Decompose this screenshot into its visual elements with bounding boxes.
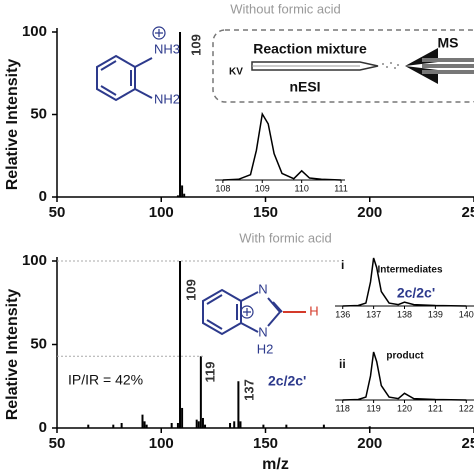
benzimidazole (202, 288, 283, 336)
scheme-label: MS (438, 35, 459, 51)
x-tick-label: 100 (149, 435, 174, 452)
y-tick-label: 50 (30, 335, 47, 352)
inset-label: ii (339, 357, 346, 371)
peak-label: 109 (183, 279, 198, 301)
x-tick-label: 121 (428, 403, 443, 413)
x-tick-label: 110 (294, 183, 308, 193)
profile (222, 111, 342, 181)
y-tick-label: 100 (22, 23, 47, 40)
peak-label: 109 (188, 34, 203, 56)
y-tick-label: 0 (39, 419, 47, 436)
x-tick-label: 139 (428, 309, 443, 319)
x-tick-label: 250 (461, 204, 474, 221)
scheme-label: Reaction mixture (253, 41, 367, 57)
x-tick-label: 140 (459, 309, 474, 319)
x-tick-label: 250 (461, 435, 474, 452)
x-axis-label: m/z (262, 456, 289, 473)
x-tick-label: 150 (253, 204, 278, 221)
profile (342, 351, 467, 401)
x-tick-label: 108 (215, 183, 230, 193)
ms-plates (422, 58, 474, 74)
atom-label: N (258, 324, 267, 339)
x-tick-label: 120 (397, 403, 412, 413)
y-tick-label: 100 (22, 252, 47, 269)
chart-title: Without formic acid (230, 1, 341, 16)
x-tick-label: 200 (357, 435, 382, 452)
x-tick-label: 138 (397, 309, 412, 319)
atom-label: H2 (257, 341, 274, 356)
inset-label: product (386, 351, 424, 362)
inset-label: Intermediates (377, 265, 442, 276)
inset-label: 2c/2c' (397, 285, 435, 301)
peak-label: 119 (202, 362, 217, 383)
benzene (96, 26, 166, 102)
ratio-label: IP/IR = 42% (68, 372, 143, 388)
y-axis-label: Relative Intensity (4, 289, 21, 421)
x-tick-label: 200 (357, 204, 382, 221)
molecule-label: NH2 (154, 91, 180, 106)
molecule-label: NH3 (154, 41, 180, 56)
x-tick-label: 119 (366, 403, 380, 413)
inset-label: i (341, 258, 344, 272)
x-tick-label: 118 (336, 403, 350, 413)
product-label: 2c/2c' (268, 373, 306, 389)
y-axis-label: Relative Intensity (4, 59, 21, 191)
scheme-label: KV (229, 67, 243, 78)
y-tick-label: 50 (30, 105, 47, 122)
x-tick-label: 137 (366, 309, 381, 319)
x-tick-label: 50 (49, 204, 66, 221)
x-tick-label: 122 (459, 403, 474, 413)
peak-label: 137 (241, 379, 256, 401)
chart-title: With formic acid (239, 230, 331, 245)
scheme-box (212, 29, 474, 103)
scheme-label: nESI (289, 79, 320, 95)
x-tick-label: 109 (255, 183, 270, 193)
x-tick-label: 100 (149, 204, 174, 221)
atom-label: H (309, 303, 318, 318)
ms-inlet (405, 48, 438, 84)
x-tick-label: 111 (334, 183, 348, 193)
atom-label: N (258, 281, 267, 296)
x-tick-label: 50 (49, 435, 66, 452)
y-tick-label: 0 (39, 188, 47, 205)
spray (382, 62, 399, 69)
x-tick-label: 136 (335, 309, 350, 319)
x-tick-label: 150 (253, 435, 278, 452)
profile (342, 257, 467, 307)
